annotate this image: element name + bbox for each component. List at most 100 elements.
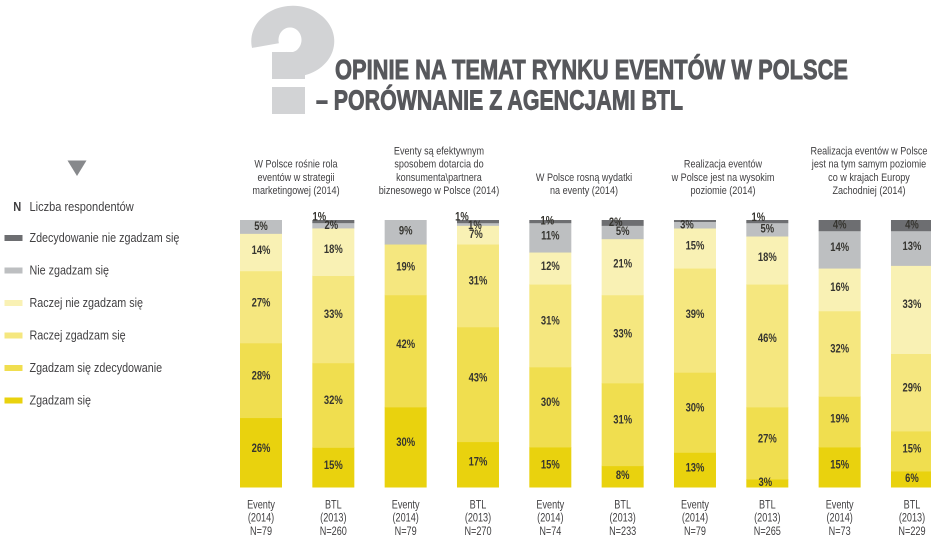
svg-text:N=270: N=270: [464, 525, 491, 539]
svg-text:3%: 3%: [759, 476, 773, 489]
svg-text:(2013): (2013): [754, 512, 780, 526]
svg-text:Realizacja eventów w Polsce: Realizacja eventów w Polsce: [811, 146, 928, 158]
svg-text:31%: 31%: [469, 275, 488, 288]
svg-text:W Polsce rosną wydatki: W Polsce rosną wydatki: [536, 172, 632, 184]
svg-text:N=79: N=79: [250, 525, 272, 539]
svg-text:15%: 15%: [541, 459, 560, 472]
svg-text:15%: 15%: [686, 240, 705, 253]
svg-text:(2014): (2014): [248, 512, 274, 526]
svg-text:1%: 1%: [752, 211, 766, 224]
svg-text:46%: 46%: [758, 332, 777, 345]
svg-text:5%: 5%: [254, 220, 268, 233]
svg-text:N=74: N=74: [539, 525, 561, 539]
svg-text:31%: 31%: [541, 315, 560, 328]
svg-text:1%: 1%: [541, 215, 555, 228]
svg-text:konsumenta\partnera: konsumenta\partnera: [396, 172, 482, 184]
svg-text:Nie zgadzam się: Nie zgadzam się: [30, 262, 110, 277]
svg-text:N=265: N=265: [754, 525, 781, 539]
svg-text:39%: 39%: [686, 308, 705, 321]
svg-text:Eventy: Eventy: [392, 498, 420, 512]
svg-text:7%: 7%: [469, 228, 483, 241]
svg-text:poziomie (2014): poziomie (2014): [690, 185, 755, 197]
svg-text:Realizacja eventów: Realizacja eventów: [684, 159, 763, 171]
svg-text:N=73: N=73: [829, 525, 851, 539]
svg-text:5%: 5%: [761, 223, 775, 236]
svg-text:18%: 18%: [758, 251, 777, 264]
svg-text:14%: 14%: [252, 244, 271, 257]
svg-text:17%: 17%: [469, 456, 488, 469]
svg-text:sposobem dotarcia do: sposobem dotarcia do: [394, 159, 484, 171]
svg-text:BTL: BTL: [759, 498, 776, 512]
svg-text:33%: 33%: [324, 308, 343, 321]
svg-text:Zachodniej (2014): Zachodniej (2014): [832, 185, 905, 197]
svg-text:21%: 21%: [613, 258, 632, 271]
svg-text:4%: 4%: [905, 219, 919, 232]
svg-text:15%: 15%: [903, 443, 922, 456]
svg-text:OPINIE NA TEMAT RYNKU EVENTÓW: OPINIE NA TEMAT RYNKU EVENTÓW W POLSCE: [335, 54, 848, 85]
svg-text:26%: 26%: [252, 442, 271, 455]
svg-text:27%: 27%: [758, 433, 777, 446]
svg-text:jest na tym samym poziomie: jest na tym samym poziomie: [811, 159, 927, 171]
svg-text:42%: 42%: [396, 338, 415, 351]
svg-text:Liczba respondentów: Liczba respondentów: [30, 199, 135, 214]
svg-text:9%: 9%: [399, 225, 413, 238]
svg-text:N=79: N=79: [395, 525, 417, 539]
svg-text:30%: 30%: [396, 436, 415, 449]
svg-text:marketingowej (2014): marketingowej (2014): [252, 185, 339, 197]
svg-text:Eventy: Eventy: [681, 498, 709, 512]
svg-text:eventów w strategii: eventów w strategii: [257, 172, 334, 184]
svg-text:BTL: BTL: [325, 498, 342, 512]
svg-text:BTL: BTL: [470, 498, 487, 512]
svg-text:N=79: N=79: [684, 525, 706, 539]
svg-text:1%: 1%: [455, 211, 469, 224]
svg-text:3%: 3%: [680, 219, 694, 232]
svg-text:BTL: BTL: [904, 498, 921, 512]
svg-text:18%: 18%: [324, 243, 343, 256]
svg-text:Eventy: Eventy: [826, 498, 854, 512]
svg-text:na eventy (2014): na eventy (2014): [550, 185, 618, 197]
svg-text:w Polsce jest na wysokim: w Polsce jest na wysokim: [671, 172, 775, 184]
svg-text:30%: 30%: [541, 396, 560, 409]
svg-text:19%: 19%: [396, 261, 415, 274]
svg-text:19%: 19%: [830, 413, 849, 426]
svg-text:– PORÓWNANIE Z AGENCJAMI BTL: – PORÓWNANIE Z AGENCJAMI BTL: [316, 85, 683, 116]
svg-text:W Polsce rośnie rola: W Polsce rośnie rola: [254, 159, 337, 171]
svg-text:Raczej nie zgadzam się: Raczej nie zgadzam się: [30, 295, 144, 310]
svg-text:Zgadzam się zdecydowanie: Zgadzam się zdecydowanie: [30, 360, 163, 375]
svg-text:N=229: N=229: [898, 525, 925, 539]
svg-text:13%: 13%: [903, 240, 922, 253]
svg-text:32%: 32%: [830, 343, 849, 356]
svg-text:1%: 1%: [468, 219, 482, 232]
svg-text:15%: 15%: [830, 459, 849, 472]
svg-text:(2013): (2013): [899, 512, 925, 526]
svg-text:(2014): (2014): [392, 512, 418, 526]
svg-text:BTL: BTL: [614, 498, 631, 512]
svg-text:biznesowego w Polsce (2014): biznesowego w Polsce (2014): [379, 185, 499, 197]
svg-text:Raczej zgadzam się: Raczej zgadzam się: [30, 327, 127, 342]
svg-text:16%: 16%: [830, 281, 849, 294]
svg-text:(2014): (2014): [826, 512, 852, 526]
svg-text:2%: 2%: [325, 219, 339, 232]
svg-text:30%: 30%: [686, 402, 705, 415]
svg-text:Eventy są efektywnym: Eventy są efektywnym: [394, 146, 484, 158]
svg-text:Eventy: Eventy: [536, 498, 564, 512]
svg-text:15%: 15%: [324, 459, 343, 472]
svg-text:33%: 33%: [903, 298, 922, 311]
svg-text:(2014): (2014): [682, 512, 708, 526]
svg-text:(2013): (2013): [609, 512, 635, 526]
svg-text:Zdecydowanie nie zgadzam się: Zdecydowanie nie zgadzam się: [30, 230, 180, 245]
svg-text:43%: 43%: [469, 371, 488, 384]
svg-text:31%: 31%: [613, 413, 632, 426]
svg-text:6%: 6%: [905, 472, 919, 485]
svg-text:4%: 4%: [833, 219, 847, 232]
svg-text:14%: 14%: [830, 241, 849, 254]
svg-text:32%: 32%: [324, 394, 343, 407]
svg-text:N=260: N=260: [320, 525, 347, 539]
svg-text:1%: 1%: [313, 211, 327, 224]
svg-text:Eventy: Eventy: [247, 498, 275, 512]
svg-text:co w krajach Europy: co w krajach Europy: [828, 172, 910, 184]
svg-text:(2014): (2014): [537, 512, 563, 526]
svg-text:12%: 12%: [541, 260, 560, 273]
svg-text:(2013): (2013): [465, 512, 491, 526]
svg-text:N: N: [13, 199, 21, 214]
